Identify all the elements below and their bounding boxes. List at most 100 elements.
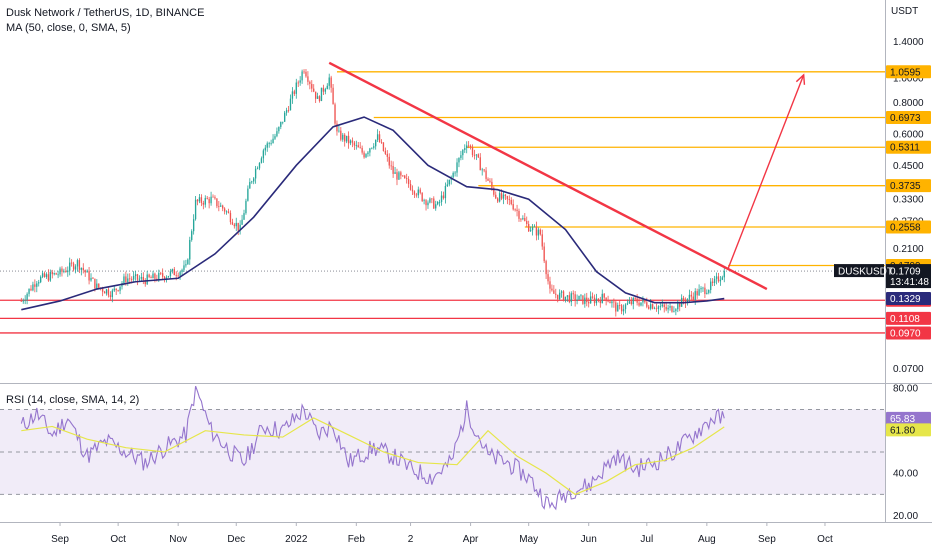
candle-body bbox=[456, 162, 458, 173]
candle-body bbox=[497, 198, 499, 202]
level-tag-0.1108: 0.1108 bbox=[890, 314, 920, 325]
candle-body bbox=[330, 77, 332, 88]
candle-body bbox=[431, 198, 433, 200]
candle-body bbox=[363, 152, 365, 158]
candle-body bbox=[227, 211, 230, 214]
candle-body bbox=[504, 194, 507, 197]
drawings-layer[interactable] bbox=[328, 61, 806, 291]
candle-body bbox=[642, 299, 644, 303]
candle-body bbox=[309, 81, 311, 84]
time-tick-label: Sep bbox=[758, 534, 776, 545]
candle-body bbox=[243, 213, 245, 220]
candle-body bbox=[597, 298, 600, 301]
candle-body bbox=[626, 303, 629, 305]
candle-body bbox=[169, 271, 172, 276]
rsi-indicator-label[interactable]: RSI (14, close, SMA, 14, 2) bbox=[6, 394, 140, 406]
candle-body bbox=[98, 283, 100, 288]
candle-body bbox=[119, 286, 121, 291]
candle-body bbox=[473, 154, 476, 156]
candle-body bbox=[433, 198, 435, 209]
candle-body bbox=[177, 275, 179, 277]
candle-body bbox=[582, 295, 584, 304]
candle-body bbox=[613, 301, 615, 303]
price-tick-label: 1.0000 bbox=[893, 74, 924, 85]
descending-trendline[interactable] bbox=[328, 61, 768, 291]
candle-body bbox=[514, 209, 516, 211]
candle-body bbox=[355, 145, 358, 146]
candle-body bbox=[229, 213, 232, 223]
candle-body bbox=[454, 172, 456, 174]
candle-body bbox=[584, 297, 586, 304]
candle-body bbox=[688, 294, 691, 299]
candle-body bbox=[237, 222, 239, 231]
candle-body bbox=[531, 226, 534, 231]
rsi-value-tag-bg bbox=[886, 411, 931, 425]
candle-body bbox=[314, 91, 317, 99]
candle-body bbox=[704, 287, 706, 294]
candle-body bbox=[593, 297, 596, 304]
candle-body bbox=[322, 87, 325, 92]
projection-arrow-shaft[interactable] bbox=[727, 74, 805, 269]
level-tag-0.6973-bg bbox=[886, 110, 931, 124]
candle-body bbox=[413, 191, 416, 195]
candle-body bbox=[222, 205, 224, 209]
candle-body bbox=[328, 77, 330, 86]
candle-body bbox=[266, 143, 268, 148]
candle-body bbox=[386, 153, 388, 157]
candle-body bbox=[547, 274, 549, 282]
candle-body bbox=[293, 91, 296, 94]
candle-body bbox=[711, 281, 714, 283]
candle-body bbox=[404, 175, 406, 179]
candle-body bbox=[690, 294, 693, 297]
time-tick-label: Oct bbox=[110, 534, 126, 545]
rsi-tick-label: 40.00 bbox=[893, 469, 918, 480]
candle-body bbox=[653, 308, 656, 310]
candle-body bbox=[446, 184, 449, 186]
candle-body bbox=[605, 297, 607, 301]
candle-body bbox=[239, 224, 241, 231]
candle-body bbox=[648, 306, 650, 309]
candle-body bbox=[574, 294, 576, 302]
candle-body bbox=[373, 146, 375, 148]
price-tick-label: 0.6000 bbox=[893, 129, 924, 140]
candle-body bbox=[615, 302, 617, 312]
candle-body bbox=[218, 206, 220, 208]
candle-body bbox=[351, 140, 354, 143]
level-tag-0.1108-bg bbox=[886, 311, 931, 325]
candle-body bbox=[462, 149, 464, 156]
candle-body bbox=[278, 126, 280, 132]
candle-body bbox=[489, 180, 491, 182]
candle-body bbox=[105, 289, 108, 294]
candle-body bbox=[144, 280, 146, 285]
candle-body bbox=[43, 273, 46, 277]
candle-body bbox=[460, 155, 462, 158]
candle-body bbox=[107, 289, 110, 296]
candle-body bbox=[533, 226, 536, 228]
candle-body bbox=[154, 273, 156, 279]
chart-title[interactable]: Dusk Network / TetherUS, 1D, BINANCE bbox=[6, 7, 205, 19]
candle-body bbox=[136, 274, 139, 280]
candle-body bbox=[566, 295, 569, 297]
candle-body bbox=[717, 276, 720, 282]
candle-body bbox=[336, 123, 338, 132]
candle-body bbox=[502, 194, 505, 199]
candle-body bbox=[158, 272, 160, 280]
ma-indicator-label[interactable]: MA (50, close, 0, SMA, 5) bbox=[6, 22, 131, 34]
candle-body bbox=[20, 300, 22, 302]
candle-body bbox=[191, 231, 193, 240]
candle-body bbox=[80, 267, 83, 270]
rsi-lines bbox=[20, 385, 725, 511]
price-tick-label: 0.4500 bbox=[893, 161, 924, 172]
candle-body bbox=[390, 165, 392, 167]
candle-body bbox=[84, 270, 86, 273]
time-tick-label: May bbox=[519, 534, 538, 545]
candle-body bbox=[38, 282, 40, 284]
candle-body bbox=[260, 158, 263, 163]
level-tag-0.2558-bg bbox=[886, 220, 931, 234]
candle-body bbox=[636, 298, 638, 303]
candle-body bbox=[572, 293, 574, 295]
price-axis-currency: USDT bbox=[891, 6, 918, 17]
rsi-tick-label: 20.00 bbox=[893, 511, 918, 522]
candle-body bbox=[498, 193, 501, 202]
